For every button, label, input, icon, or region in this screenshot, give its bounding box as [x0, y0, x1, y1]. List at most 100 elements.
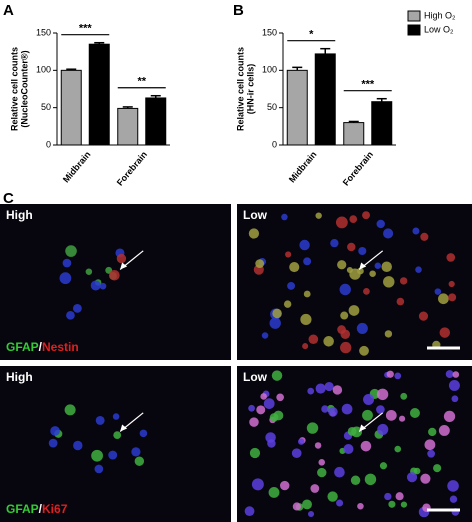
- cell: [65, 245, 77, 257]
- cell: [314, 442, 322, 449]
- cell: [337, 260, 347, 270]
- cell: [395, 492, 404, 501]
- bar: [314, 53, 336, 146]
- cell: [302, 499, 312, 510]
- cell: [332, 385, 343, 395]
- arrow-head: [120, 424, 128, 432]
- cell: [343, 443, 354, 455]
- x-tick-label: Forebrain: [115, 149, 149, 187]
- cell: [281, 213, 288, 221]
- cell: [139, 429, 148, 438]
- stain-part: Ki67: [42, 502, 68, 516]
- panel-label: B: [233, 2, 244, 19]
- cell: [409, 407, 420, 418]
- cell: [271, 370, 283, 381]
- cell: [323, 336, 334, 347]
- cell: [263, 398, 275, 410]
- y-axis-label: (NucleoCounter®): [19, 50, 29, 127]
- cell: [341, 403, 353, 415]
- cell: [272, 308, 282, 319]
- cell: [340, 329, 351, 340]
- cell: [446, 253, 456, 262]
- stain-part: /: [39, 340, 43, 354]
- cell: [48, 438, 58, 448]
- cell: [251, 478, 264, 491]
- significance: **: [137, 76, 146, 88]
- y-tick-label: 50: [267, 102, 277, 112]
- x-tick-label: Midbrain: [61, 149, 93, 184]
- y-tick-label: 150: [262, 27, 277, 37]
- cell: [427, 449, 436, 458]
- cell: [448, 280, 455, 288]
- cell: [327, 491, 338, 502]
- cell: [279, 480, 290, 491]
- legend-label: Low O₂: [424, 24, 454, 34]
- cell: [428, 427, 437, 437]
- arrow-head: [359, 424, 367, 432]
- bar: [145, 97, 167, 146]
- y-tick-label: 100: [262, 65, 277, 75]
- cell: [363, 393, 375, 406]
- cell: [415, 266, 422, 273]
- cell: [439, 327, 451, 338]
- cell: [406, 472, 418, 483]
- cell: [348, 305, 360, 316]
- cell: [283, 300, 292, 308]
- cell: [374, 262, 382, 270]
- cell: [347, 242, 356, 252]
- cell: [109, 269, 120, 281]
- cell: [452, 371, 460, 378]
- panel-label: C: [3, 190, 14, 207]
- cell: [349, 268, 361, 280]
- cell: [112, 413, 120, 420]
- cell: [244, 506, 255, 517]
- cell: [249, 447, 261, 459]
- error-bar: [94, 41, 105, 45]
- cell: [413, 467, 421, 475]
- cell: [307, 510, 315, 518]
- cell: [336, 499, 344, 507]
- cell: [303, 257, 312, 266]
- cell: [95, 415, 105, 425]
- cell: [420, 232, 429, 241]
- cell: [349, 215, 358, 223]
- error-bar: [376, 97, 387, 102]
- cell: [339, 283, 351, 296]
- cell: [268, 487, 280, 498]
- error-bar: [122, 106, 133, 109]
- cell: [90, 280, 101, 291]
- cell: [116, 253, 127, 264]
- bar: [117, 107, 139, 146]
- cell: [383, 228, 394, 239]
- cell: [386, 370, 394, 378]
- cell: [62, 258, 72, 268]
- cell: [59, 272, 72, 285]
- cell: [131, 447, 141, 457]
- y-tick-label: 150: [36, 27, 51, 37]
- cell: [308, 334, 319, 345]
- cell: [357, 502, 364, 510]
- cell: [328, 407, 338, 417]
- significance: ***: [79, 23, 93, 35]
- arrow-head: [359, 262, 367, 270]
- cell: [364, 473, 377, 486]
- bar: [286, 69, 308, 146]
- x-tick-label: Forebrain: [341, 149, 375, 187]
- cell: [260, 393, 267, 400]
- cell: [261, 332, 269, 339]
- cell: [412, 227, 420, 235]
- cell: [438, 424, 450, 436]
- cell: [291, 448, 302, 459]
- cell: [324, 381, 334, 392]
- significance: *: [309, 29, 314, 41]
- cell: [256, 405, 266, 415]
- legend-swatch: [407, 24, 421, 36]
- cell: [269, 317, 281, 329]
- significance: ***: [361, 79, 375, 91]
- condition-label: Low: [243, 370, 268, 384]
- cell: [362, 211, 371, 220]
- cell: [292, 502, 301, 511]
- cell: [99, 282, 107, 290]
- cell: [394, 372, 402, 380]
